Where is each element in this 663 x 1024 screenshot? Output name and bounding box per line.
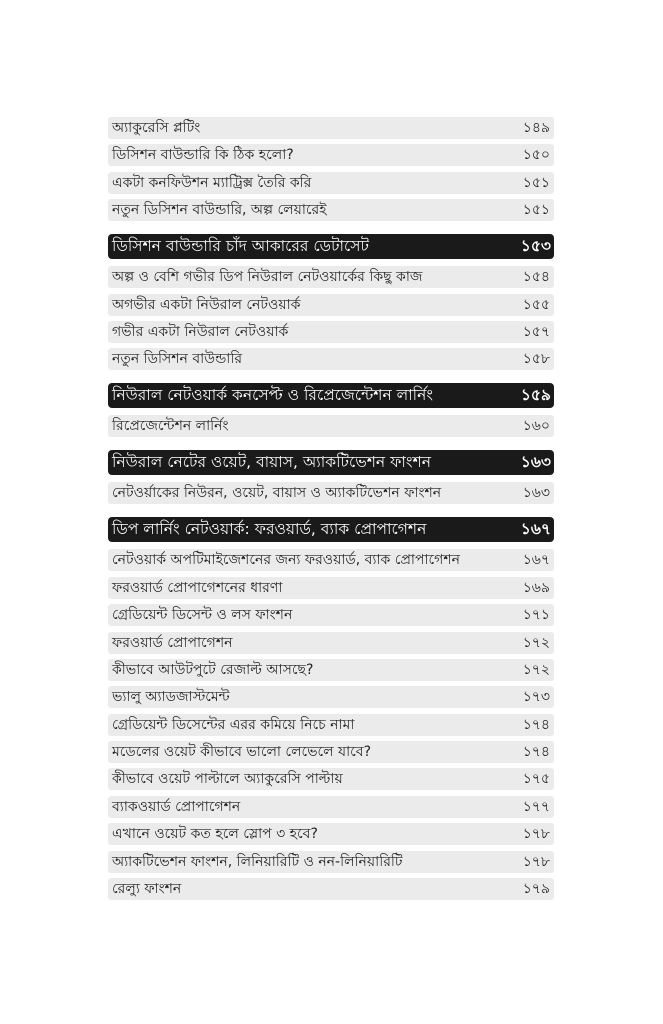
toc-entry[interactable]: নতুন ডিসিশন বাউন্ডারি ১৫৮	[108, 348, 554, 371]
entry-title: মডেলের ওয়েট কীভাবে ভালো লেভেলে যাবে?	[112, 744, 372, 761]
entry-title: গ্রেডিয়েন্ট ডিসেন্টের এরর কমিয়ে নিচে ন…	[112, 716, 355, 733]
page-number: ১৭৫	[522, 771, 550, 788]
entry-title: গভীর একটা নিউরাল নেটওয়ার্ক	[112, 323, 289, 340]
chapter-heading[interactable]: নিউরাল নেটের ওয়েট, বায়াস, অ্যাকটিভেশন …	[108, 450, 554, 476]
toc-entry[interactable]: অ্যাকটিভেশন ফাংশন, লিনিয়ারিটি ও নন-লিনি…	[108, 850, 554, 873]
toc-entry[interactable]: মডেলের ওয়েট কীভাবে ভালো লেভেলে যাবে? ১৭৪	[108, 741, 554, 764]
entry-title: অগভীর একটা নিউরাল নেটওয়ার্ক	[112, 296, 301, 313]
entry-title: নেটওয়ার্ক অপটিমাইজেশনের জন্য ফরওয়ার্ড,…	[112, 552, 460, 569]
page-number: ১৫৩	[520, 236, 551, 255]
toc-entry[interactable]: নতুন ডিসিশন বাউন্ডারি, অল্প লেয়ারেই ১৫১	[108, 199, 554, 222]
page-number: ১৫৯	[520, 385, 551, 404]
entry-title: ফরওয়ার্ড প্রোপাগেশনের ধারণা	[112, 579, 283, 596]
page-number: ১৭৭	[522, 798, 550, 815]
page-number: ১৭৮	[522, 853, 550, 870]
table-of-contents: অ্যাকুরেসি প্লটিং ১৪৯ ডিসিশন বাউন্ডারি কি …	[108, 117, 554, 905]
entry-title: অল্প ও বেশি গভীর ডিপ নিউরাল নেটওয়ার্কের…	[112, 269, 423, 286]
chapter-heading[interactable]: নিউরাল নেটওয়ার্ক কনসেপ্ট ও রিপ্রেজেন্টে…	[108, 383, 554, 409]
toc-entry[interactable]: রেল্যু ফাংশন ১৭৯	[108, 878, 554, 901]
entry-title: গ্রেডিয়েন্ট ডিসেন্ট ও লস ফাংশন	[112, 607, 293, 624]
toc-entry[interactable]: নেটওর্য়াকের নিউরন, ওয়েট, বায়াস ও অ্যা…	[108, 482, 554, 505]
page-number: ১৬৭	[520, 519, 551, 538]
entry-title: নতুন ডিসিশন বাউন্ডারি, অল্প লেয়ারেই	[112, 202, 327, 219]
entry-title: অ্যাকুরেসি প্লটিং	[112, 120, 201, 136]
toc-entry[interactable]: একটা কনফিউশন ম্যাট্রিক্স তৈরি করি ১৫১	[108, 171, 554, 194]
page-number: ১৫১	[522, 174, 550, 191]
toc-entry[interactable]: ডিসিশন বাউন্ডারি কি ঠিক হলো? ১৫০	[108, 144, 554, 167]
page-number: ১৪৯	[522, 120, 550, 136]
page-number: ১৫০	[522, 147, 550, 164]
entry-title: রিপ্রেজেন্টেশন লার্নিং	[112, 418, 229, 435]
page-number: ১৭৩	[522, 689, 550, 706]
toc-entry[interactable]: গ্রেডিয়েন্ট ডিসেন্টের এরর কমিয়ে নিচে ন…	[108, 713, 554, 736]
entry-title: রেল্যু ফাংশন	[112, 881, 182, 898]
toc-entry[interactable]: ভ্যালু অ্যাডজাস্টমেন্ট ১৭৩	[108, 686, 554, 709]
entry-title: ডিপ লার্নিং নেটওয়ার্ক: ফরওয়ার্ড, ব্যাক…	[112, 519, 427, 538]
entry-title: নতুন ডিসিশন বাউন্ডারি	[112, 351, 243, 368]
toc-entry[interactable]: গভীর একটা নিউরাল নেটওয়ার্ক ১৫৭	[108, 320, 554, 343]
toc-entry[interactable]: রিপ্রেজেন্টেশন লার্নিং ১৬০	[108, 415, 554, 438]
page-number: ১৫৮	[522, 351, 550, 368]
entry-title: ডিসিশন বাউন্ডারি চাঁদ আকারের ডেটাসেট	[112, 236, 369, 255]
page-number: ১৫৪	[522, 269, 550, 286]
page-number: ১৬৩	[520, 452, 551, 471]
page-number: ১৬৯	[522, 579, 550, 596]
page-number: ১৭৮	[522, 826, 550, 843]
toc-entry[interactable]: ফরওয়ার্ড প্রোপাগেশনের ধারণা ১৬৯	[108, 576, 554, 599]
entry-title: একটা কনফিউশন ম্যাট্রিক্স তৈরি করি	[112, 174, 312, 191]
entry-title: নিউরাল নেটের ওয়েট, বায়াস, অ্যাকটিভেশন …	[112, 452, 432, 471]
toc-entry[interactable]: কীভাবে ওয়েট পাল্টালে অ্যাকুরেসি পাল্টায…	[108, 768, 554, 791]
entry-title: অ্যাকটিভেশন ফাংশন, লিনিয়ারিটি ও নন-লিনি…	[112, 853, 403, 870]
entry-title: ফরওয়ার্ড প্রোপাগেশন	[112, 634, 233, 651]
toc-entry[interactable]: ফরওয়ার্ড প্রোপাগেশন ১৭২	[108, 631, 554, 654]
toc-entry[interactable]: ব্যাকওয়ার্ড প্রোপাগেশন ১৭৭	[108, 795, 554, 818]
entry-title: নিউরাল নেটওয়ার্ক কনসেপ্ট ও রিপ্রেজেন্টে…	[112, 385, 434, 404]
entry-title: ডিসিশন বাউন্ডারি কি ঠিক হলো?	[112, 147, 294, 164]
toc-entry[interactable]: অ্যাকুরেসি প্লটিং ১৪৯	[108, 117, 554, 139]
toc-entry[interactable]: অল্প ও বেশি গভীর ডিপ নিউরাল নেটওয়ার্কের…	[108, 266, 554, 289]
chapter-heading[interactable]: ডিসিশন বাউন্ডারি চাঁদ আকারের ডেটাসেট ১৫৩	[108, 234, 554, 260]
page-number: ১৫৫	[522, 296, 550, 313]
page-number: ১৬৩	[522, 485, 550, 502]
toc-entry[interactable]: কীভাবে আউটপুটে রেজাল্ট আসছে? ১৭২	[108, 658, 554, 681]
page-number: ১৬৭	[522, 552, 550, 569]
toc-entry[interactable]: অগভীর একটা নিউরাল নেটওয়ার্ক ১৫৫	[108, 293, 554, 316]
page-number: ১৭৪	[522, 744, 550, 761]
page-number: ১৭৯	[522, 881, 550, 898]
page-number: ১৬০	[522, 418, 550, 435]
entry-title: কীভাবে ওয়েট পাল্টালে অ্যাকুরেসি পাল্টায…	[112, 771, 343, 788]
page-number: ১৫৭	[522, 323, 550, 340]
chapter-heading[interactable]: ডিপ লার্নিং নেটওয়ার্ক: ফরওয়ার্ড, ব্যাক…	[108, 517, 554, 543]
toc-entry[interactable]: গ্রেডিয়েন্ট ডিসেন্ট ও লস ফাংশন ১৭১	[108, 604, 554, 627]
page-number: ১৫১	[522, 202, 550, 219]
page-number: ১৭২	[522, 634, 550, 651]
toc-entry[interactable]: নেটওয়ার্ক অপটিমাইজেশনের জন্য ফরওয়ার্ড,…	[108, 549, 554, 572]
page-number: ১৭১	[522, 607, 550, 624]
entry-title: এখানে ওয়েট কত হলে স্লোপ ৩ হবে?	[112, 826, 318, 843]
toc-entry[interactable]: এখানে ওয়েট কত হলে স্লোপ ৩ হবে? ১৭৮	[108, 823, 554, 846]
page-number: ১৭২	[522, 661, 550, 678]
page-number: ১৭৪	[522, 716, 550, 733]
entry-title: কীভাবে আউটপুটে রেজাল্ট আসছে?	[112, 661, 314, 678]
entry-title: ব্যাকওয়ার্ড প্রোপাগেশন	[112, 798, 241, 815]
entry-title: ভ্যালু অ্যাডজাস্টমেন্ট	[112, 689, 230, 706]
entry-title: নেটওর্য়াকের নিউরন, ওয়েট, বায়াস ও অ্যা…	[112, 485, 442, 502]
